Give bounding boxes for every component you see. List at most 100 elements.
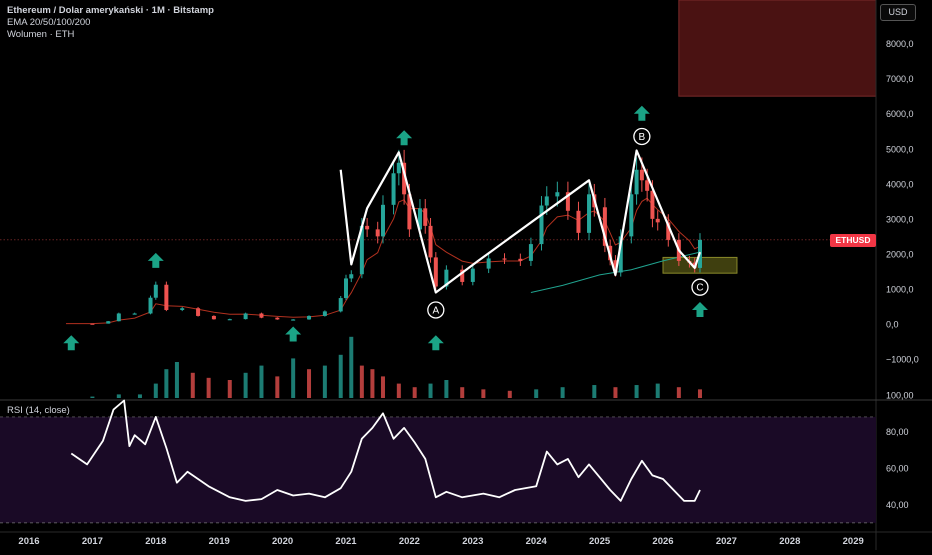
candle-body [639, 169, 644, 181]
candle-body [148, 297, 153, 314]
time-tick-label: 2021 [335, 536, 357, 547]
candle-body [227, 319, 232, 321]
volume-bar [322, 365, 327, 398]
candle-body [518, 258, 523, 261]
volume-bar [164, 369, 169, 398]
candle-body [634, 169, 639, 195]
candle-body [291, 319, 296, 321]
pattern-label-text: C [696, 283, 703, 294]
candle-body [391, 173, 396, 205]
price-tick-label: 5000,0 [886, 144, 914, 154]
volume-bar [592, 385, 597, 398]
time-tick-label: 2024 [526, 536, 548, 547]
pattern-label-b: B [633, 127, 651, 146]
time-tick-label: 2026 [652, 536, 673, 547]
candle-body [344, 278, 348, 299]
time-tick-label: 2018 [145, 536, 166, 547]
candle-body [528, 244, 533, 261]
volume-bar [116, 394, 121, 398]
up-arrow-icon [285, 326, 302, 342]
pattern-label-c: C [691, 278, 709, 296]
price-tick-label: 4000,0 [886, 179, 914, 189]
time-tick-label: 2016 [18, 536, 39, 547]
pattern-label-circle [633, 127, 651, 146]
candle-body [587, 194, 592, 233]
volume-bar [275, 376, 280, 398]
volume-bar [291, 358, 296, 398]
rsi-legend[interactable]: RSI (14, close) [7, 405, 70, 416]
rsi-tick-label: 40,00 [886, 500, 909, 510]
candle-body [666, 222, 671, 240]
pattern-layer: A B C [339, 127, 709, 319]
volume-bar [396, 383, 401, 398]
volume-bar [697, 389, 702, 398]
candle-body [544, 196, 549, 206]
candle-body [180, 308, 185, 310]
arrows-layer [63, 105, 708, 351]
rsi-tick-label: 80,00 [886, 427, 909, 437]
volume-legend[interactable]: Wolumen · ETH [7, 29, 75, 40]
price-tick-label: 7000,0 [886, 74, 914, 84]
volume-bar [137, 394, 142, 398]
volume-bar [153, 383, 158, 398]
price-tag: ETHUSD [830, 234, 876, 247]
volume-bar [243, 372, 248, 398]
price-axis-bg [876, 0, 932, 550]
candle-body [365, 225, 370, 230]
candle-body [211, 315, 216, 320]
volume-bar [307, 369, 312, 398]
price-tick-label: 3000,0 [886, 214, 914, 224]
candle-body [539, 205, 544, 245]
volume-bar [359, 365, 364, 398]
currency-button[interactable]: USD [880, 4, 916, 21]
candle-body [106, 321, 111, 324]
volume-bar [174, 362, 179, 398]
candle-body [433, 257, 438, 287]
volume-bar [655, 383, 660, 398]
volume-bar [338, 354, 343, 398]
candle-body [307, 315, 312, 320]
pattern-label-text: B [639, 132, 646, 143]
volume-bar [481, 389, 486, 398]
candle-body [275, 317, 280, 320]
ema-legend[interactable]: EMA 20/50/100/200 [7, 17, 91, 28]
candle-body [428, 225, 433, 258]
time-tick-label: 2017 [82, 536, 103, 547]
candle-body [164, 284, 169, 310]
time-tick-label: 2025 [589, 536, 611, 547]
candle-body [380, 204, 385, 237]
candle-body [645, 180, 650, 191]
up-arrow-icon [147, 252, 164, 268]
price-tick-label: 1000,0 [886, 284, 914, 294]
candle-body [613, 260, 618, 273]
time-tick-label: 2027 [716, 536, 737, 547]
time-tick-label: 2029 [843, 536, 864, 547]
candle-body [486, 258, 491, 269]
volume-bar [380, 376, 385, 398]
volume-bar [444, 380, 449, 398]
rsi-tick-label: 60,00 [886, 464, 909, 474]
candle-body [116, 313, 121, 322]
volume-bar [206, 377, 211, 398]
volume-bar [460, 387, 465, 398]
candle-body [349, 274, 354, 279]
price-tick-label: 0,0 [886, 320, 899, 330]
candle-body [359, 225, 364, 275]
up-arrow-icon [427, 335, 444, 351]
candle-body [153, 284, 158, 298]
candle-body [375, 229, 380, 237]
volume-bar [190, 372, 195, 398]
time-tick-label: 2028 [779, 536, 800, 547]
volume-bar [259, 365, 264, 398]
volume-bar [560, 387, 565, 398]
chart-title: Ethereum / Dolar amerykański · 1M · Bits… [7, 5, 214, 16]
rsi-tick-label: 100,00 [886, 391, 914, 401]
up-arrow-icon [633, 105, 650, 121]
up-arrow-icon [691, 301, 708, 317]
candle-body [132, 313, 137, 315]
pattern-label-a: A [427, 301, 445, 319]
volume-bar [370, 369, 375, 398]
